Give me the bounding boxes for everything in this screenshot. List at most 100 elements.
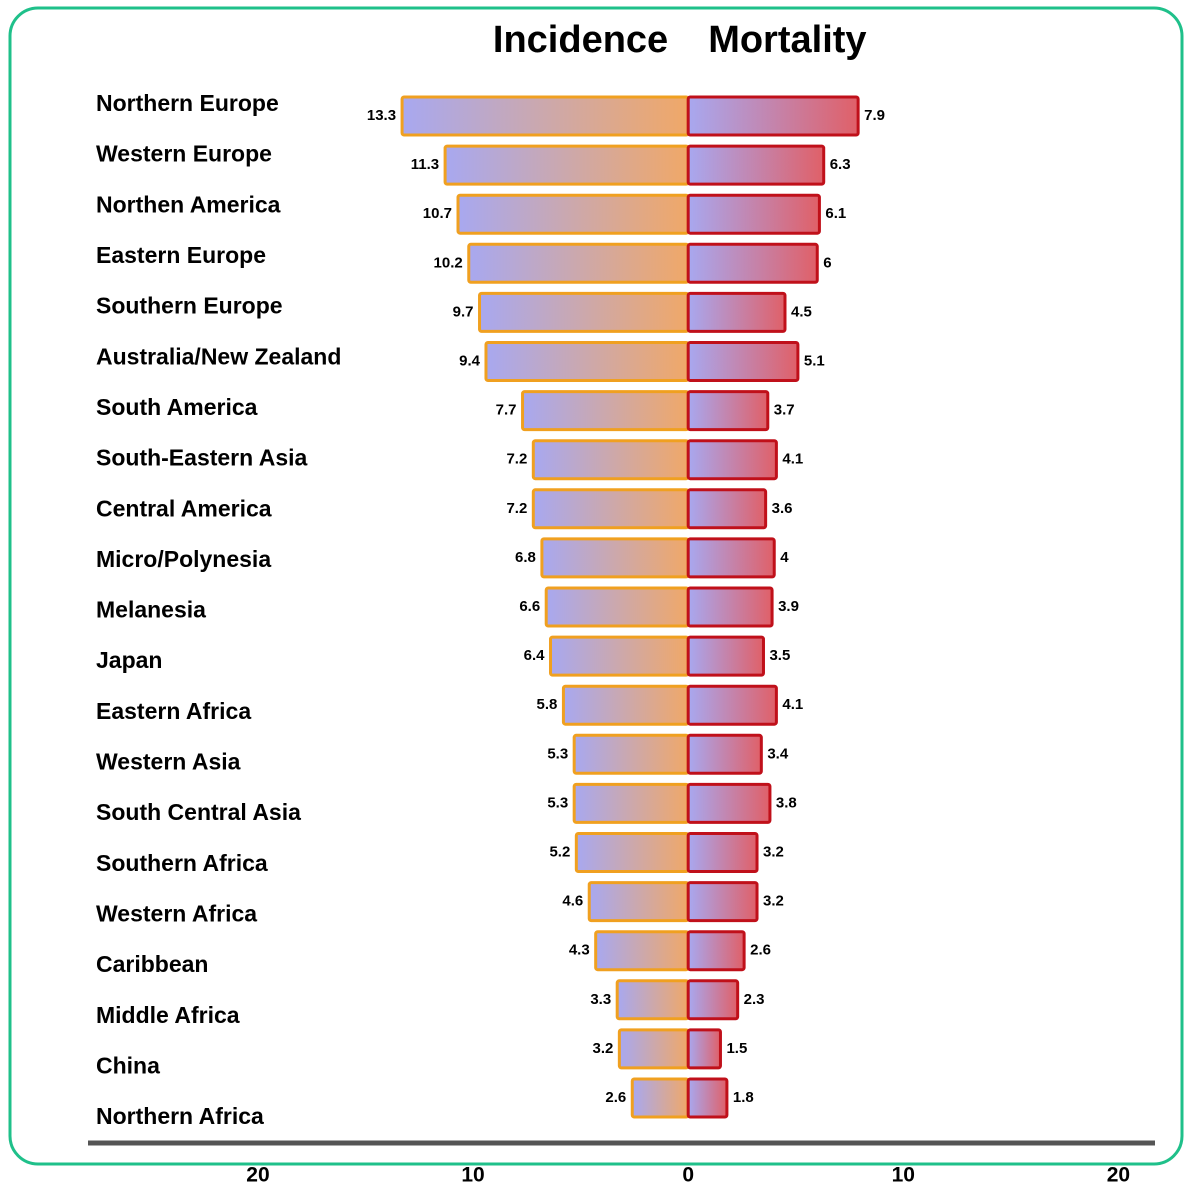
category-label: South America (96, 394, 258, 420)
x-tick-label: 10 (461, 1164, 484, 1187)
value-label: 5.8 (537, 696, 558, 713)
category-label: Western Europe (96, 141, 272, 167)
bar (531, 439, 690, 481)
bar (686, 733, 763, 775)
bar (686, 291, 787, 333)
bar (686, 144, 826, 186)
category-label: Northern Africa (96, 1103, 264, 1129)
category-label: Southern Africa (96, 850, 268, 876)
category-label: Eastern Africa (96, 698, 251, 724)
value-label: 4.1 (782, 451, 803, 468)
category-label: Caribbean (96, 951, 208, 977)
bar (617, 1028, 690, 1070)
category-label: China (96, 1052, 160, 1078)
bar (572, 782, 690, 824)
value-label: 4.5 (791, 303, 812, 320)
bar (686, 684, 778, 726)
value-label: 11.3 (411, 156, 439, 173)
bar (630, 1077, 690, 1119)
bar (686, 390, 770, 432)
category-label: Melanesia (96, 597, 206, 623)
value-label: 7.9 (864, 107, 885, 124)
bar (615, 979, 690, 1021)
category-label: Northern Europe (96, 90, 279, 116)
value-label: 4.3 (569, 942, 590, 959)
value-label: 4 (780, 549, 789, 566)
category-label: Japan (96, 647, 162, 673)
x-tick-label: 0 (682, 1164, 694, 1187)
bar (686, 242, 819, 284)
value-label: 9.4 (459, 352, 481, 369)
category-label: Northen America (96, 191, 281, 217)
value-label: 6 (823, 254, 831, 271)
value-label: 3.7 (774, 402, 795, 419)
bar (587, 881, 690, 923)
bar (686, 537, 776, 579)
value-label: 6.4 (524, 647, 546, 664)
bar (686, 193, 821, 235)
value-label: 9.7 (453, 303, 474, 320)
value-label: 7.2 (506, 451, 527, 468)
value-label: 5.2 (549, 843, 570, 860)
bar (443, 144, 690, 186)
bar (686, 1028, 722, 1070)
bar (544, 586, 690, 628)
bar (594, 930, 690, 972)
bar (540, 537, 690, 579)
value-label: 5.3 (547, 794, 568, 811)
value-label: 6.6 (519, 598, 540, 615)
bar (686, 488, 768, 530)
value-label: 3.6 (772, 500, 793, 517)
value-label: 4.1 (782, 696, 803, 713)
value-label: 3.2 (763, 843, 784, 860)
value-label: 4.6 (562, 893, 583, 910)
x-tick-label: 20 (246, 1164, 269, 1187)
category-label: South-Eastern Asia (96, 445, 308, 471)
value-label: 2.6 (750, 942, 771, 959)
bar (686, 635, 765, 677)
category-label: Western Asia (96, 749, 241, 775)
bar (686, 1077, 729, 1119)
frame (8, 6, 1184, 1166)
x-tick-label: 10 (892, 1164, 915, 1187)
value-label: 3.5 (769, 647, 790, 664)
bar (478, 291, 690, 333)
value-label: 3.9 (778, 598, 799, 615)
x-tick-label: 20 (1107, 1164, 1130, 1187)
series-header: Mortality (708, 19, 866, 61)
bar (400, 95, 690, 137)
bar (572, 733, 690, 775)
value-label: 7.2 (506, 500, 527, 517)
value-label: 2.3 (744, 991, 765, 1008)
category-label: Eastern Europe (96, 242, 266, 268)
bar (686, 881, 759, 923)
bar (686, 341, 800, 382)
category-label: Australia/New Zealand (96, 343, 341, 369)
value-label: 10.2 (434, 254, 463, 271)
bar (686, 439, 778, 481)
bar (467, 242, 690, 284)
bar (686, 95, 860, 137)
value-label: 3.3 (590, 991, 611, 1008)
category-label: Western Africa (96, 900, 257, 926)
category-label: South Central Asia (96, 799, 301, 825)
value-label: 3.2 (592, 1040, 613, 1057)
value-label: 7.7 (496, 402, 517, 419)
value-label: 3.4 (767, 745, 789, 762)
category-label: Micro/Polynesia (96, 546, 271, 572)
value-label: 1.5 (726, 1040, 747, 1057)
value-label: 5.3 (547, 745, 568, 762)
bar (484, 341, 690, 382)
value-label: 6.8 (515, 549, 536, 566)
category-label: Central America (96, 495, 272, 521)
value-label: 5.1 (804, 352, 825, 369)
bar (549, 635, 690, 677)
bar (686, 979, 740, 1021)
value-label: 2.6 (605, 1089, 626, 1106)
bar (456, 193, 690, 235)
bar (521, 390, 690, 432)
value-label: 6.1 (825, 205, 846, 222)
bar (686, 586, 774, 628)
bar (686, 832, 759, 873)
value-label: 6.3 (830, 156, 851, 173)
